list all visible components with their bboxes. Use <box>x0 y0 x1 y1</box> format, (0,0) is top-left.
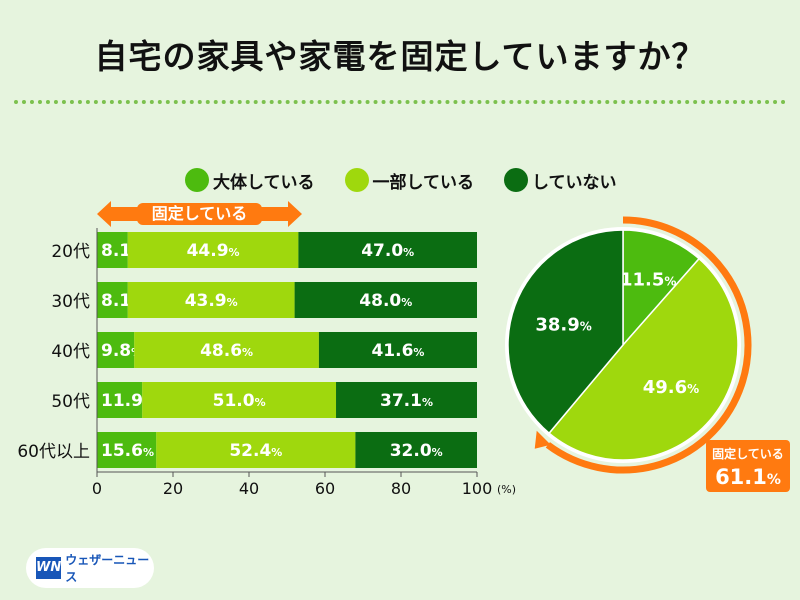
x-tick-label: 100 <box>462 479 493 498</box>
category-label: 30代 <box>51 292 90 312</box>
x-tick-label: 0 <box>92 479 102 498</box>
fixed-arc <box>545 216 752 474</box>
bar-segment <box>336 382 477 418</box>
bar-value-label: 37.1% <box>380 391 433 411</box>
bar-value-label: 52.4% <box>229 441 282 461</box>
fixed-range-arrow: 固定している <box>97 201 302 227</box>
legend-item-fully: 大体している <box>185 168 315 193</box>
bar-segment <box>294 282 477 318</box>
bar-segment <box>97 282 128 318</box>
category-label: 40代 <box>51 342 90 362</box>
bar-segment <box>142 382 337 418</box>
weathernews-logo: WN ウェザーニュース <box>26 548 154 588</box>
pie-value-label: 11.5% <box>620 269 676 290</box>
bar-segment <box>134 332 319 368</box>
bar-segment <box>97 432 157 468</box>
bar-segment <box>127 282 295 318</box>
category-label: 50代 <box>51 392 90 412</box>
bar-segment <box>355 432 477 468</box>
bar-value-label: 9.8% <box>101 341 142 361</box>
bar-segment <box>97 232 128 268</box>
bar-value-label: 44.9% <box>187 241 240 261</box>
logo-text: ウェザーニュース <box>65 553 150 584</box>
legend-label-fully: 大体している <box>213 172 315 193</box>
pie-slice <box>622 229 701 347</box>
bar-segment <box>298 232 477 268</box>
x-tick-label: 40 <box>239 479 259 498</box>
fixed-callout-value: 61.1% <box>715 465 781 489</box>
bar-value-label: 43.9% <box>185 291 238 311</box>
x-tick-label: 20 <box>163 479 183 498</box>
fixed-callout-box <box>706 440 790 492</box>
bar-value-label: 48.0% <box>359 291 412 311</box>
pie-ring <box>505 227 741 463</box>
category-label: 60代以上 <box>17 442 90 462</box>
bar-value-label: 48.6% <box>200 341 253 361</box>
bar-segment <box>97 332 135 368</box>
logo-mark: WN <box>36 557 62 579</box>
legend-label-none: していない <box>532 172 617 193</box>
legend-swatch-none <box>504 168 528 192</box>
title-divider <box>14 100 786 104</box>
x-tick-label: 80 <box>391 479 411 498</box>
bar-value-label: 8.1% <box>101 241 142 261</box>
pie-value-label: 38.9% <box>535 314 591 335</box>
pie-slice <box>507 229 624 435</box>
bar-segment <box>318 332 477 368</box>
bar-value-label: 32.0% <box>390 441 443 461</box>
legend-swatch-partly <box>344 168 369 192</box>
bar-value-label: 8.1% <box>101 291 142 311</box>
bar-value-label: 47.0% <box>361 241 414 261</box>
bar-segment <box>156 432 356 468</box>
bar-segment <box>127 232 299 268</box>
x-tick-label: 60 <box>315 479 335 498</box>
fixed-callout-label: 固定している <box>712 446 784 461</box>
pie-slice <box>548 257 739 461</box>
bar-value-label: 15.6% <box>101 441 154 461</box>
bar-value-label: 41.6% <box>371 341 424 361</box>
legend-item-none: していない <box>504 168 617 193</box>
legend-swatch-fully <box>185 168 209 192</box>
legend-label-partly: 一部している <box>372 172 475 193</box>
category-label: 20代 <box>51 242 90 262</box>
fixed-range-label: 固定している <box>151 204 248 223</box>
bar-value-label: 51.0% <box>213 391 266 411</box>
bar-segment <box>97 382 143 418</box>
legend: 大体している 一部している していない <box>185 166 647 194</box>
legend-item-partly: 一部している <box>344 168 475 193</box>
x-unit-label: (%) <box>497 483 516 496</box>
pie-value-label: 49.6% <box>643 377 699 398</box>
double-arrow-icon <box>97 201 302 227</box>
bar-value-label: 11.9% <box>101 391 154 411</box>
arrowhead-icon <box>534 430 551 449</box>
chart-title: 自宅の家具や家電を固定していますか？ <box>94 37 706 76</box>
